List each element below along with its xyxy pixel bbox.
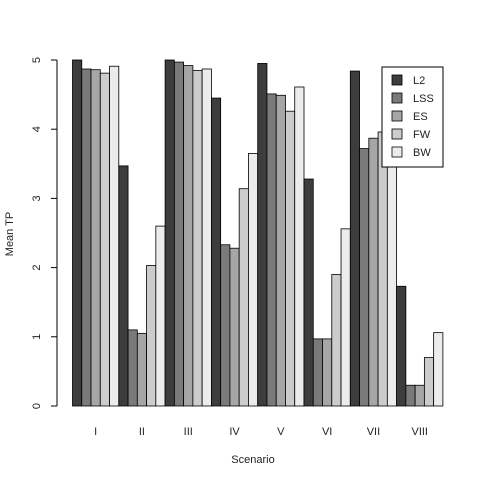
bar-lss-i: [81, 68, 92, 407]
x-axis: I II III IV V VI VII VIII: [94, 426, 428, 438]
bar-es-iv: [229, 247, 240, 407]
bar-es-vii: [368, 137, 379, 407]
bar-bw-vi: [340, 228, 351, 407]
legend-swatch-es: [391, 110, 403, 122]
bar-bw-ii: [155, 225, 166, 407]
bar-l2-vii: [349, 70, 360, 407]
bar-fw-iv: [238, 188, 249, 407]
y-tick-label: 3: [31, 195, 43, 201]
bar-fw-v: [285, 110, 296, 407]
bar-fw-i: [99, 72, 110, 407]
y-axis-title: Mean TP: [4, 212, 16, 256]
bar-es-vi: [322, 338, 333, 407]
y-tick-label: 0: [31, 403, 43, 409]
bar-fw-vii: [377, 131, 388, 407]
bar-l2-ii: [118, 165, 129, 407]
bar-fw-iii: [192, 69, 203, 407]
x-tick-label: III: [184, 426, 193, 438]
bar-bw-i: [109, 65, 120, 407]
bar-es-v: [275, 94, 286, 407]
legend-label-es: ES: [413, 111, 428, 123]
bar-fw-vi: [331, 274, 342, 407]
x-tick-label: V: [277, 426, 285, 438]
x-tick-label: II: [139, 426, 145, 438]
legend-label-l2: L2: [413, 75, 425, 87]
bar-bw-v: [294, 86, 305, 407]
bar-lss-vi: [312, 338, 323, 407]
legend-label-fw: FW: [413, 129, 431, 141]
bar-es-i: [90, 69, 101, 407]
x-tick-label: VIII: [411, 426, 428, 438]
bar-es-ii: [136, 332, 147, 407]
y-tick-label: 4: [31, 126, 43, 132]
y-tick-label: 5: [31, 57, 43, 63]
bar-bw-viii: [433, 332, 444, 407]
x-axis-title: Scenario: [231, 454, 274, 466]
legend-swatch-bw: [391, 146, 403, 158]
bar-l2-iv: [210, 97, 222, 407]
legend-label-bw: BW: [413, 147, 431, 159]
bar-lss-viii: [405, 384, 416, 407]
x-tick-label: VI: [322, 426, 332, 438]
bar-l2-v: [257, 63, 268, 407]
y-tick-label: 1: [31, 334, 43, 340]
bar-fw-viii: [423, 357, 435, 407]
bar-lss-v: [266, 93, 277, 407]
bar-fw-ii: [146, 265, 157, 407]
x-tick-label: VII: [367, 426, 380, 438]
bar-bw-iii: [201, 68, 212, 407]
bar-lss-iv: [220, 244, 231, 407]
x-tick-label: I: [94, 426, 97, 438]
bar-lss-vii: [359, 148, 370, 407]
legend-swatch-fw: [391, 128, 403, 140]
bar-l2-iii: [164, 59, 175, 407]
bar-es-viii: [414, 384, 425, 407]
bar-l2-viii: [396, 285, 407, 407]
bar-l2-i: [72, 59, 83, 407]
legend: L2 LSS ES FW BW: [381, 66, 444, 168]
bar-l2-vi: [303, 178, 314, 407]
y-tick-label: 2: [31, 265, 43, 271]
legend-label-lss: LSS: [413, 93, 434, 105]
bars-group: [72, 59, 444, 407]
legend-swatch-lss: [391, 92, 403, 104]
legend-swatch-l2: [391, 74, 403, 86]
bar-lss-ii: [127, 329, 138, 407]
x-tick-label: IV: [229, 426, 240, 438]
y-axis: 0 1 2 3 4 5: [31, 57, 58, 409]
bar-es-iii: [183, 65, 194, 407]
bar-bw-iv: [248, 153, 259, 407]
bar-lss-iii: [173, 61, 185, 407]
